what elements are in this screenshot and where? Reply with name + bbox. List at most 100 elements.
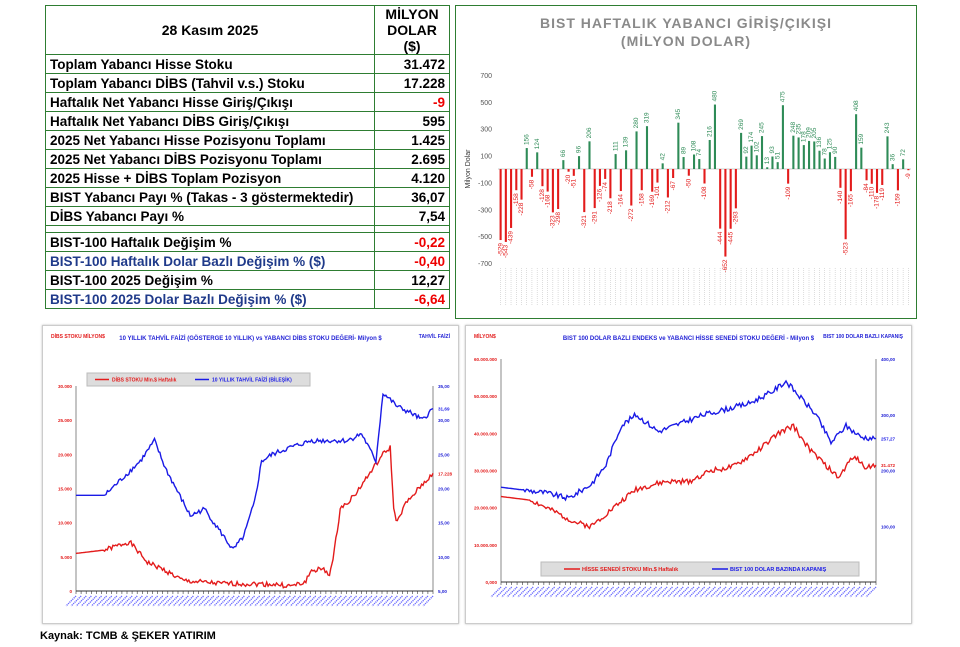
x-tick-label <box>763 586 775 598</box>
x-tick-label <box>330 595 342 607</box>
row-label: Haftalık Net Yabancı DİBS Giriş/Çıkışı <box>45 111 375 131</box>
bar <box>661 163 664 169</box>
row-label <box>45 225 375 233</box>
x-tick-label <box>785 586 797 598</box>
x-tick-label <box>269 595 281 607</box>
bar <box>562 160 565 169</box>
x-tick-label <box>228 595 240 607</box>
x-tick-label <box>554 586 566 598</box>
x-tick-label <box>142 595 153 607</box>
chart-title: BIST 100 DOLAR BAZLI ENDEKS ve YABANCI H… <box>563 334 815 342</box>
bar-value-label: -50 <box>685 178 692 188</box>
bar <box>687 169 690 176</box>
x-tick-label <box>731 586 743 598</box>
bar <box>896 169 899 191</box>
row-value: 595 <box>374 111 450 131</box>
bar-value-label: -323 <box>550 215 557 228</box>
bar <box>557 169 560 210</box>
bar-value-label: 209 <box>806 127 813 138</box>
y-tick-label: 100 <box>480 154 492 161</box>
bar <box>572 169 575 176</box>
table-row: BIST-100 2025 Dolar Bazlı Değişim % ($) -… <box>45 289 450 309</box>
x-tick-label <box>264 595 276 607</box>
bar <box>703 169 706 184</box>
y-tick-label: -500 <box>478 234 492 241</box>
x-tick-label <box>694 586 706 598</box>
right-tick-label: 25,00 <box>438 452 450 457</box>
bar-value-label: 269 <box>738 119 745 130</box>
title-line: BIST HAFTALIK YABANCI GİRİŞ/ÇIKIŞI <box>540 15 832 31</box>
bar-value-label: -164 <box>618 194 625 207</box>
row-value: 7,54 <box>374 206 450 226</box>
x-tick-label <box>289 595 301 607</box>
x-tick-label <box>801 586 813 598</box>
x-tick-label <box>715 586 727 598</box>
right-tick-label: 400,00 <box>881 357 895 362</box>
bar <box>902 159 905 169</box>
x-tick-label <box>91 595 102 607</box>
table-row: 2025 Hisse + DİBS Toplam Pozisyon 4.120 <box>45 168 450 188</box>
y-tick-label: -100 <box>478 180 492 187</box>
bar-value-label: 102 <box>753 141 760 152</box>
bar-value-label: -298 <box>555 212 562 225</box>
title-line: (MİLYON DOLAR) <box>621 33 751 49</box>
x-tick-label <box>672 586 684 598</box>
table-row: BIST-100 Haftalık Dolar Bazlı Değişim % … <box>45 251 450 271</box>
bar-value-label: 89 <box>680 146 687 154</box>
x-tick-label <box>656 586 668 598</box>
bar <box>771 156 774 169</box>
left-tick-label: 20.000.000 <box>474 506 497 511</box>
x-tick-label <box>822 586 834 598</box>
bar <box>619 169 622 192</box>
source-note: Kaynak: TCMB & ŞEKER YATIRIM <box>40 630 216 642</box>
bar-value-label: -84 <box>863 183 870 193</box>
bar <box>546 169 549 192</box>
bar-value-label: 72 <box>900 149 907 157</box>
x-tick-label <box>85 595 97 607</box>
x-tick-label <box>795 586 807 598</box>
table-date: 28 Kasım 2025 <box>45 5 375 55</box>
bar <box>666 169 669 198</box>
row-label: BIST-100 2025 Dolar Bazlı Değişim % ($) <box>45 289 375 309</box>
row-value <box>374 225 450 233</box>
end-value-label: 31,69 <box>438 407 450 412</box>
x-tick-label <box>635 586 647 598</box>
bar-value-label: -523 <box>842 242 849 255</box>
bar <box>625 150 628 169</box>
x-tick-label <box>490 586 502 598</box>
bar <box>593 169 596 209</box>
bar <box>510 169 513 228</box>
x-tick-label <box>249 595 261 607</box>
row-label: 2025 Hisse + DİBS Toplam Pozisyon <box>45 168 375 188</box>
bar-value-label: 139 <box>623 136 630 147</box>
bar <box>823 158 826 169</box>
x-tick-label <box>101 595 113 607</box>
y-tick-label: 300 <box>480 127 492 134</box>
bar <box>640 169 643 191</box>
x-tick-label <box>704 586 716 598</box>
bar-value-label: 280 <box>633 117 640 128</box>
x-tick-label <box>586 586 598 598</box>
bar <box>886 136 889 169</box>
bar-value-label: -128 <box>539 189 546 202</box>
x-tick-label <box>361 595 373 607</box>
bar-value-label: -439 <box>508 231 515 244</box>
x-tick-label <box>279 595 291 607</box>
x-tick-label <box>300 595 312 607</box>
right-tick-label: 200,00 <box>881 469 895 474</box>
x-tick-label <box>106 595 118 607</box>
right-tick-label: 10,00 <box>438 555 450 560</box>
bar <box>792 135 795 169</box>
x-tick-label <box>838 586 850 598</box>
bar-value-label: 243 <box>884 122 891 133</box>
bar <box>745 156 748 169</box>
x-tick-label <box>538 586 550 598</box>
x-tick-label <box>340 595 352 607</box>
x-tick-label <box>111 595 123 607</box>
right-tick-label: 30,00 <box>438 418 450 423</box>
x-tick-label <box>806 586 818 598</box>
x-tick-label <box>667 586 679 598</box>
bar <box>740 132 743 169</box>
x-tick-label <box>70 595 82 607</box>
bar <box>813 141 816 169</box>
